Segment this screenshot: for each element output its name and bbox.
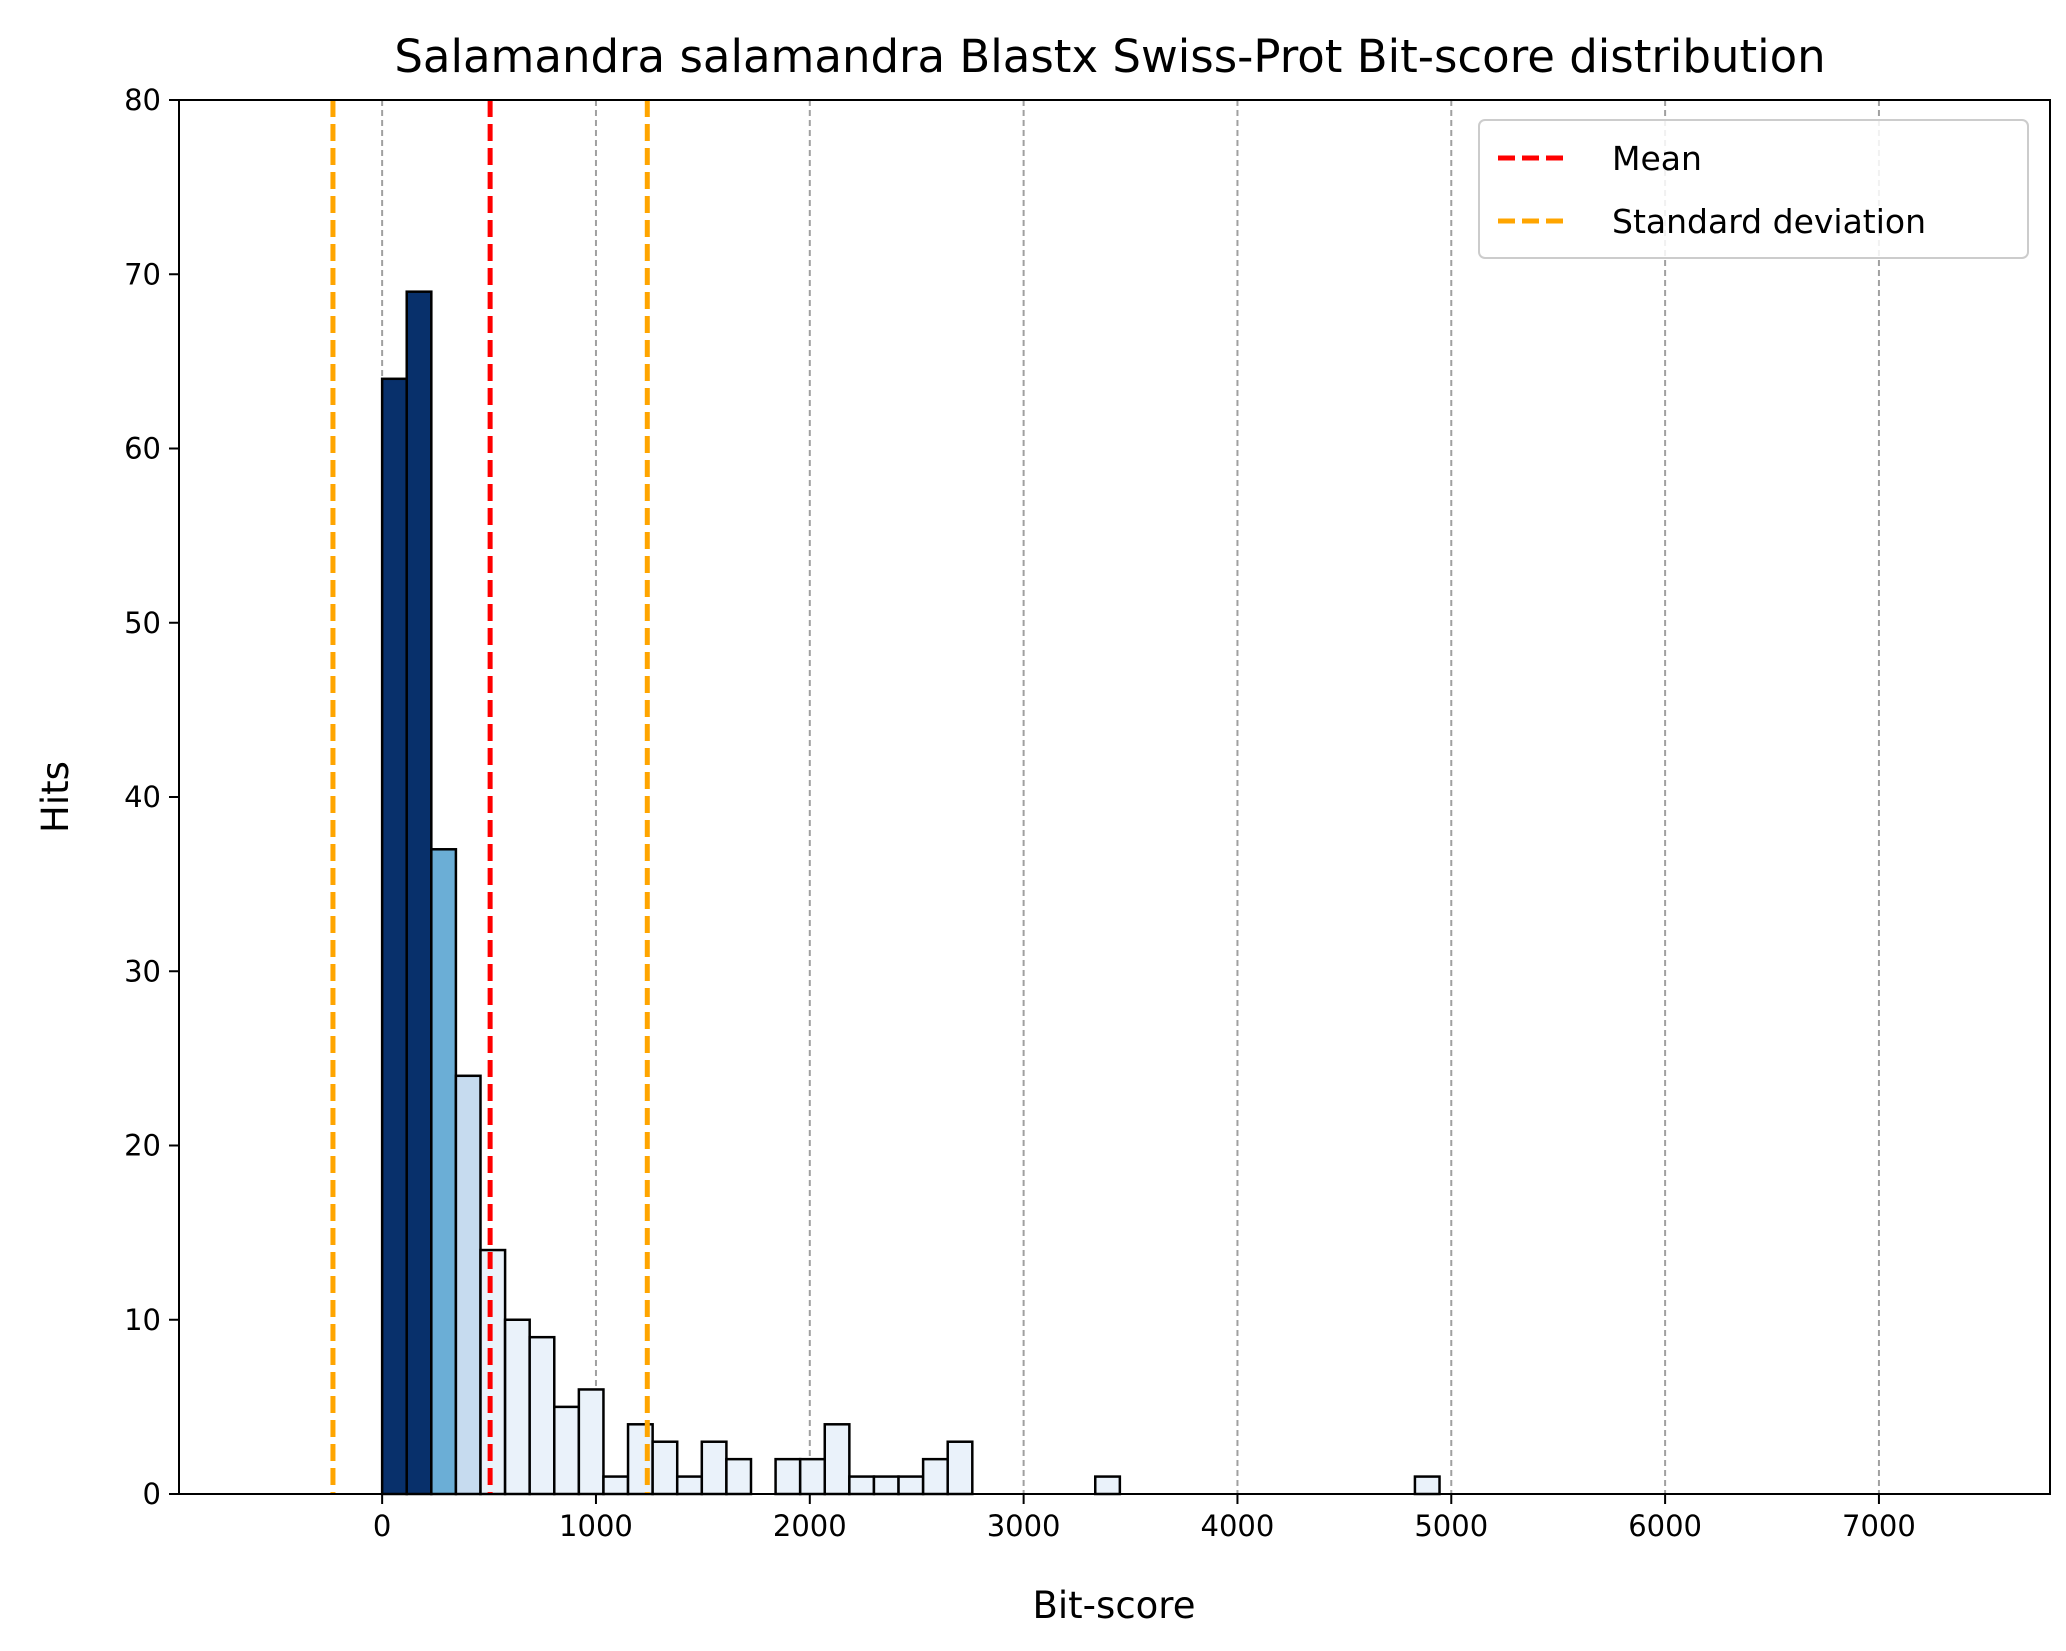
histogram-bar-18	[823, 1423, 851, 1496]
histogram-bar-21	[897, 1475, 925, 1496]
histogram-bar-5	[503, 1318, 531, 1496]
histogram-bar-2	[430, 848, 458, 1496]
bars-layer	[380, 290, 1441, 1496]
histogram-bar-4	[479, 1248, 507, 1496]
y-tick-label-0: 0	[143, 1477, 161, 1511]
grid-layer	[381, 100, 1880, 1494]
histogram-bar-0	[380, 377, 408, 1496]
y-tick-label-6: 60	[124, 432, 161, 466]
ticks-layer: 0 1000 2000 3000 4000 5000 6000 7000 0 10 20 30 40 50…	[124, 83, 1916, 1543]
y-tick-label-4: 40	[124, 780, 161, 814]
histogram-bar-3	[454, 1074, 482, 1496]
histogram-bar-29	[1094, 1475, 1122, 1496]
histogram-bar-13	[700, 1440, 728, 1496]
x-tick-label-0: 0	[373, 1509, 391, 1543]
histogram-bar-23	[946, 1440, 974, 1496]
x-tick-label-6: 6000	[1628, 1509, 1702, 1543]
reference-lines-layer	[330, 100, 650, 1494]
histogram-bar-14	[725, 1457, 753, 1496]
x-tick-label-2: 2000	[773, 1509, 847, 1543]
chart-title: Salamandra salamandra Blastx Swiss-Prot …	[394, 30, 1825, 83]
histogram-bar-42	[1413, 1475, 1441, 1496]
legend-std-label: Standard deviation	[1612, 202, 1926, 241]
histogram-bar-11	[651, 1440, 679, 1496]
y-tick-label-3: 30	[124, 954, 161, 988]
x-tick-label-1: 1000	[559, 1509, 633, 1543]
histogram-bar-22	[921, 1457, 949, 1496]
histogram-bar-7	[553, 1405, 581, 1496]
legend-box	[1478, 119, 2029, 259]
y-tick-label-2: 20	[124, 1129, 161, 1163]
histogram-bar-8	[577, 1388, 605, 1496]
histogram-bar-20	[872, 1475, 900, 1496]
histogram-bar-16	[774, 1457, 802, 1496]
y-tick-label-8: 80	[124, 83, 161, 117]
x-tick-label-3: 3000	[987, 1509, 1061, 1543]
histogram-bar-6	[528, 1335, 556, 1496]
x-axis-label: Bit-score	[1033, 1584, 1196, 1627]
y-tick-label-5: 50	[124, 606, 161, 640]
histogram-bar-9	[602, 1475, 630, 1496]
histogram-bar-17	[798, 1457, 827, 1496]
y-axis-label: Hits	[34, 761, 77, 833]
y-tick-label-7: 70	[124, 257, 161, 291]
y-tick-label-1: 10	[124, 1303, 161, 1337]
x-tick-label-4: 4000	[1201, 1509, 1275, 1543]
legend: Mean Standard deviation	[1478, 119, 2029, 259]
x-tick-label-7: 7000	[1842, 1509, 1916, 1543]
histogram-bar-12	[675, 1475, 704, 1496]
histogram-bar-19	[848, 1475, 876, 1496]
legend-mean-label: Mean	[1612, 139, 1702, 178]
x-tick-label-5: 5000	[1414, 1509, 1488, 1543]
histogram-bar-1	[405, 290, 433, 1496]
